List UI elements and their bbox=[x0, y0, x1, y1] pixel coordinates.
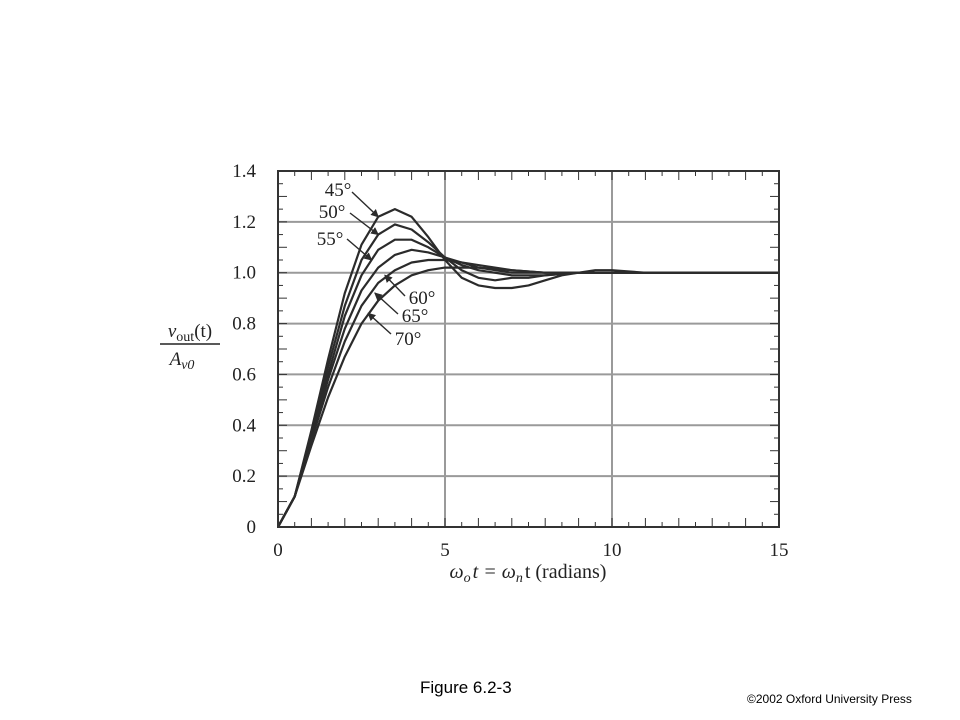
annotation-label-60deg: 60° bbox=[409, 288, 436, 309]
grid-lines bbox=[278, 171, 779, 527]
y-tick-label: 0.4 bbox=[232, 415, 256, 436]
annotation-arrow-65deg bbox=[374, 292, 399, 315]
series-line-65deg bbox=[277, 258, 779, 528]
annotation-label-65deg: 65° bbox=[402, 306, 429, 327]
copyright-notice: ©2002 Oxford University Press bbox=[747, 692, 912, 706]
y-tick-label: 0.2 bbox=[232, 466, 256, 487]
minor-ticks bbox=[277, 170, 780, 528]
series-line-70deg bbox=[277, 266, 779, 528]
x-tick-label: 10 bbox=[603, 540, 622, 561]
series-line-55deg bbox=[277, 238, 779, 528]
y-tick-label: 0.6 bbox=[232, 364, 256, 385]
y-tick-label: 1.4 bbox=[232, 161, 256, 182]
series-lines bbox=[277, 208, 779, 528]
annotation-label-45deg: 45° bbox=[325, 180, 352, 201]
annotation-arrow-45deg bbox=[351, 191, 379, 218]
x-axis-label: ωo t = ωn t (radians) bbox=[450, 561, 607, 586]
series-line-60deg bbox=[277, 248, 779, 528]
y-axis-label-numerator: vout(t) bbox=[168, 321, 212, 345]
plot-frame bbox=[277, 170, 780, 528]
y-tick-label: 0 bbox=[247, 517, 257, 538]
series-annotations: 45°50° 55° 60°65°70° bbox=[317, 180, 436, 350]
annotation-label-50deg: 50° bbox=[319, 202, 346, 223]
annotation-arrow-60deg bbox=[384, 274, 406, 297]
annotation-label-55deg: 55° bbox=[317, 229, 344, 250]
figure-caption: Figure 6.2-3 bbox=[420, 678, 512, 697]
y-tick-label: 1.2 bbox=[232, 212, 256, 233]
y-axis-label-denominator: Av0 bbox=[168, 349, 195, 373]
y-tick-label: 1.0 bbox=[232, 263, 256, 284]
x-tick-label: 15 bbox=[770, 540, 789, 561]
annotation-arrow-55deg bbox=[346, 238, 373, 261]
x-tick-label: 5 bbox=[440, 540, 450, 561]
tick-labels: 0 5 10 15 0 0.2 0.4 0.6 0.8 1.0 1.2 1.4 bbox=[232, 161, 788, 561]
annotation-arrow-50deg bbox=[349, 212, 379, 236]
series-line-45deg bbox=[277, 208, 779, 528]
annotation-arrow-70deg bbox=[367, 312, 392, 335]
annotation-label-70deg: 70° bbox=[395, 329, 422, 350]
x-tick-label: 0 bbox=[273, 540, 283, 561]
y-axis-label: vout(t) Av0 bbox=[160, 321, 220, 373]
y-tick-label: 0.8 bbox=[232, 314, 256, 335]
